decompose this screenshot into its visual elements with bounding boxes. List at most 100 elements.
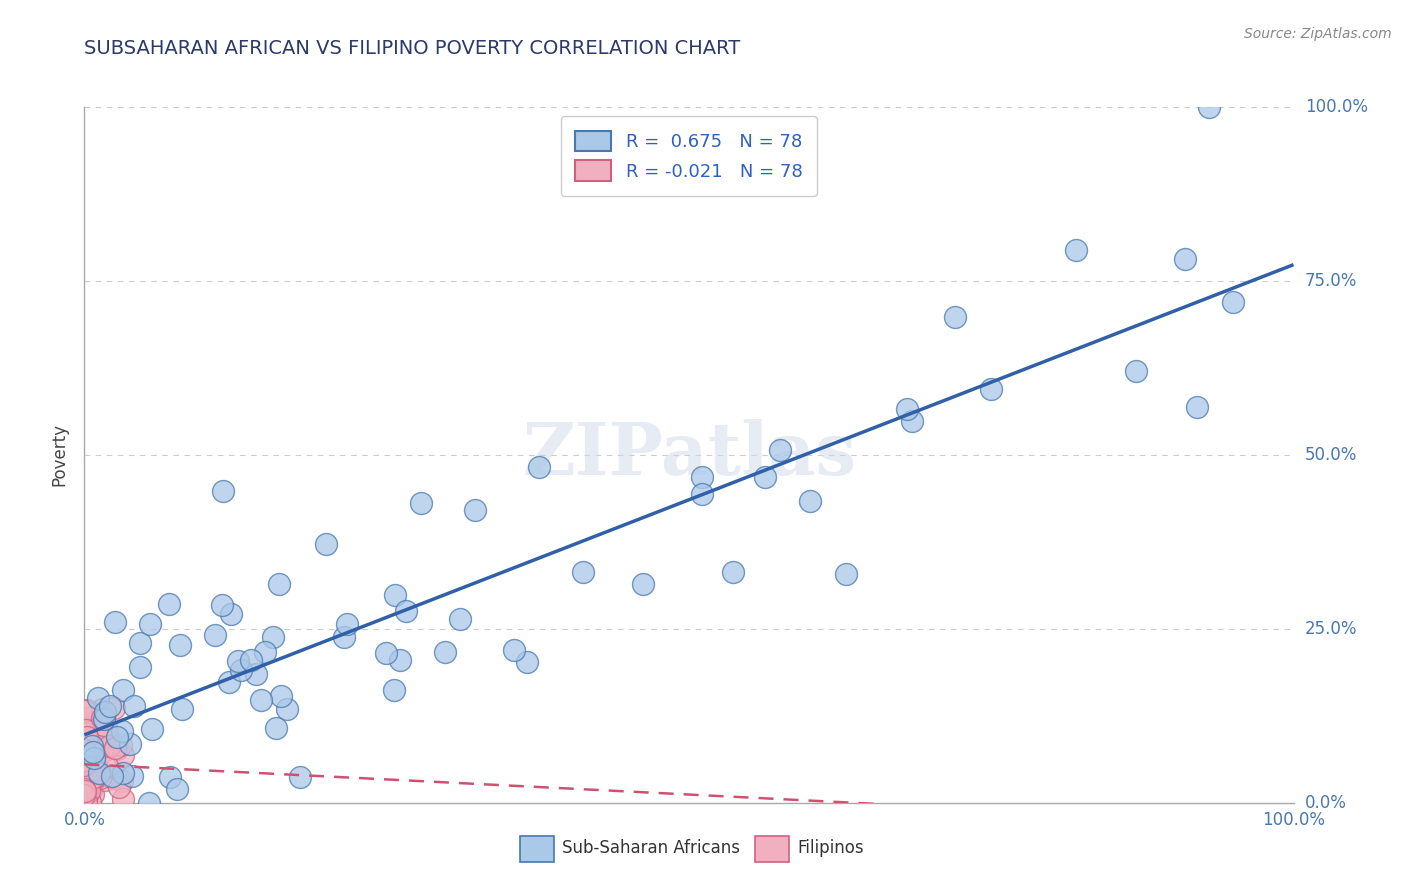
Point (80, 768, 103, 782)
Point (239, 653, 262, 667)
Point (91, 701, 114, 715)
Point (382, 682, 405, 697)
Text: Filipinos: Filipinos (797, 839, 865, 857)
Point (835, 567, 858, 582)
Point (336, 617, 359, 632)
Point (76, 703, 98, 717)
Text: 50.0%: 50.0% (1305, 446, 1357, 464)
Point (105, 769, 128, 783)
Point (73, 780, 96, 795)
Point (104, 615, 127, 629)
Text: ZIPatlas: ZIPatlas (522, 419, 856, 491)
Point (77, 773, 100, 788)
Point (76, 731, 98, 745)
Point (80, 737, 103, 751)
Point (77, 721, 100, 735)
Point (79, 774, 101, 789)
Point (75, 789, 97, 803)
Point (83, 770, 105, 784)
Point (73, 787, 96, 801)
Point (84, 765, 107, 780)
Point (73, 790, 96, 805)
Point (75, 778, 97, 792)
Point (83, 762, 105, 776)
Point (384, 588, 406, 602)
Point (395, 604, 418, 618)
Point (516, 656, 538, 670)
Point (288, 771, 311, 785)
Point (270, 690, 292, 704)
Point (502, 643, 524, 657)
Point (527, 460, 550, 475)
Point (980, 382, 1002, 396)
Point (73, 789, 96, 804)
Point (128, 660, 150, 674)
Point (93, 711, 115, 725)
Point (111, 747, 134, 762)
Point (769, 442, 792, 457)
Point (105, 730, 128, 744)
Point (73, 775, 96, 789)
Point (80, 782, 103, 797)
Point (82, 745, 104, 759)
Text: SUBSAHARAN AFRICAN VS FILIPINO POVERTY CORRELATION CHART: SUBSAHARAN AFRICAN VS FILIPINO POVERTY C… (84, 39, 741, 58)
Point (75, 792, 97, 806)
Point (572, 565, 595, 579)
Point (87, 691, 110, 706)
FancyBboxPatch shape (755, 836, 789, 862)
Y-axis label: Poverty: Poverty (51, 424, 69, 486)
Point (1222, 294, 1244, 309)
Point (73, 747, 96, 762)
Point (100, 770, 122, 784)
Point (245, 666, 267, 681)
Point (690, 470, 713, 484)
Point (80, 771, 103, 785)
Point (111, 765, 134, 780)
Point (89, 771, 111, 785)
Point (219, 607, 242, 622)
FancyBboxPatch shape (520, 836, 554, 862)
Point (449, 612, 471, 626)
Point (254, 645, 277, 659)
Point (231, 663, 253, 677)
Point (75, 777, 97, 791)
Point (276, 702, 298, 716)
Point (204, 628, 226, 642)
Point (721, 565, 744, 579)
Point (76, 721, 98, 735)
Point (124, 699, 146, 714)
Text: Source: ZipAtlas.com: Source: ZipAtlas.com (1244, 27, 1392, 41)
Point (73, 784, 96, 798)
Point (75, 796, 97, 810)
Point (77, 743, 100, 757)
Point (896, 401, 918, 416)
Point (87, 739, 110, 753)
Point (73, 753, 96, 767)
Point (754, 470, 776, 484)
Point (1064, 244, 1087, 258)
Point (799, 494, 821, 508)
Point (75, 792, 97, 806)
Point (943, 310, 966, 324)
Point (101, 769, 124, 783)
Point (73, 791, 96, 805)
Point (75, 704, 97, 718)
Point (389, 653, 412, 667)
Point (118, 737, 141, 751)
Point (128, 636, 150, 650)
Point (83, 772, 105, 786)
Point (631, 577, 654, 591)
Point (73, 789, 96, 803)
Point (1125, 363, 1147, 377)
Point (80, 739, 103, 753)
Point (111, 683, 134, 698)
Point (84, 747, 107, 762)
Point (111, 724, 134, 739)
Point (73, 743, 96, 757)
Point (82, 787, 104, 801)
Point (93, 705, 115, 719)
Point (269, 577, 291, 591)
Point (409, 496, 432, 510)
Point (77, 711, 100, 725)
Text: 25.0%: 25.0% (1305, 620, 1357, 638)
